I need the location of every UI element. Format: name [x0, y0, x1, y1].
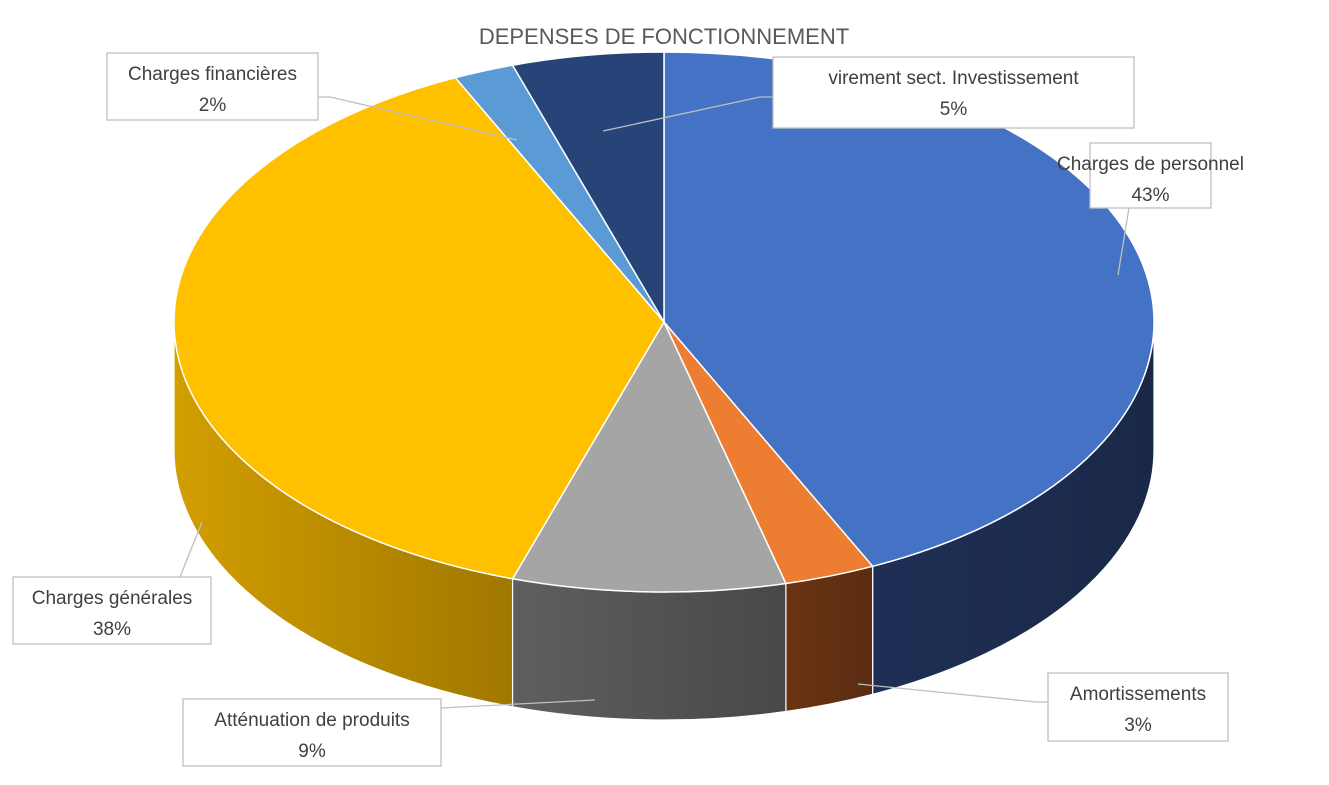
- pie-tops: [173, 51, 1155, 593]
- slice-charges-generales: [173, 76, 665, 580]
- leader-line: [602, 96, 773, 132]
- data-label-amortissements: Amortissements 3%: [857, 672, 1229, 742]
- slice-attenuation-de-produits: [511, 321, 787, 593]
- label-box: [772, 56, 1135, 129]
- label-box: [1089, 142, 1212, 209]
- slice-category-label: virement sect. Investissement: [828, 68, 1079, 89]
- slice-percent-label: 3%: [1124, 715, 1152, 736]
- data-label-virement-sect-investissement: virement sect. Investissement 5%: [602, 56, 1135, 132]
- slice-category-label: Charges générales: [32, 588, 193, 609]
- slice-category-label: Charges financières: [128, 64, 297, 85]
- slice-percent-label: 43%: [1131, 185, 1169, 206]
- leader-line: [318, 96, 518, 141]
- data-labels: Charges de personnel43%Amortissements3%A…: [12, 52, 1244, 767]
- slice-percent-label: 9%: [298, 741, 326, 762]
- chart-title: DEPENSES DE FONCTIONNEMENT: [479, 24, 849, 49]
- slice-percent-label: 5%: [940, 99, 968, 120]
- slice-virement-sect-investissement: [511, 51, 665, 323]
- leader-line: [857, 683, 1048, 703]
- data-label-charges-generales: Charges générales 38%: [12, 521, 212, 645]
- slice-category-label: Charges de personnel: [1057, 154, 1244, 175]
- slice-side-attenuation-de-produits: [511, 578, 787, 721]
- label-box: [1047, 672, 1229, 742]
- slice-percent-label: 38%: [93, 619, 131, 640]
- slice-category-label: Atténuation de produits: [214, 710, 409, 731]
- data-label-charges-financieres: Charges financières 2%: [106, 52, 518, 141]
- leader-line: [1117, 207, 1130, 276]
- slice-category-label: Amortissements: [1070, 684, 1206, 705]
- pie-sides: [173, 321, 1155, 721]
- leader-line: [179, 521, 203, 578]
- leader-line: [440, 699, 596, 709]
- label-box: [12, 576, 212, 645]
- data-label-charges-de-personnel: Charges de personnel 43%: [1057, 142, 1244, 276]
- slice-side-amortissements: [785, 565, 874, 713]
- label-box: [106, 52, 319, 121]
- label-box: [182, 698, 442, 767]
- data-label-attenuation-de-produits: Atténuation de produits 9%: [182, 698, 596, 767]
- slice-percent-label: 2%: [199, 95, 227, 116]
